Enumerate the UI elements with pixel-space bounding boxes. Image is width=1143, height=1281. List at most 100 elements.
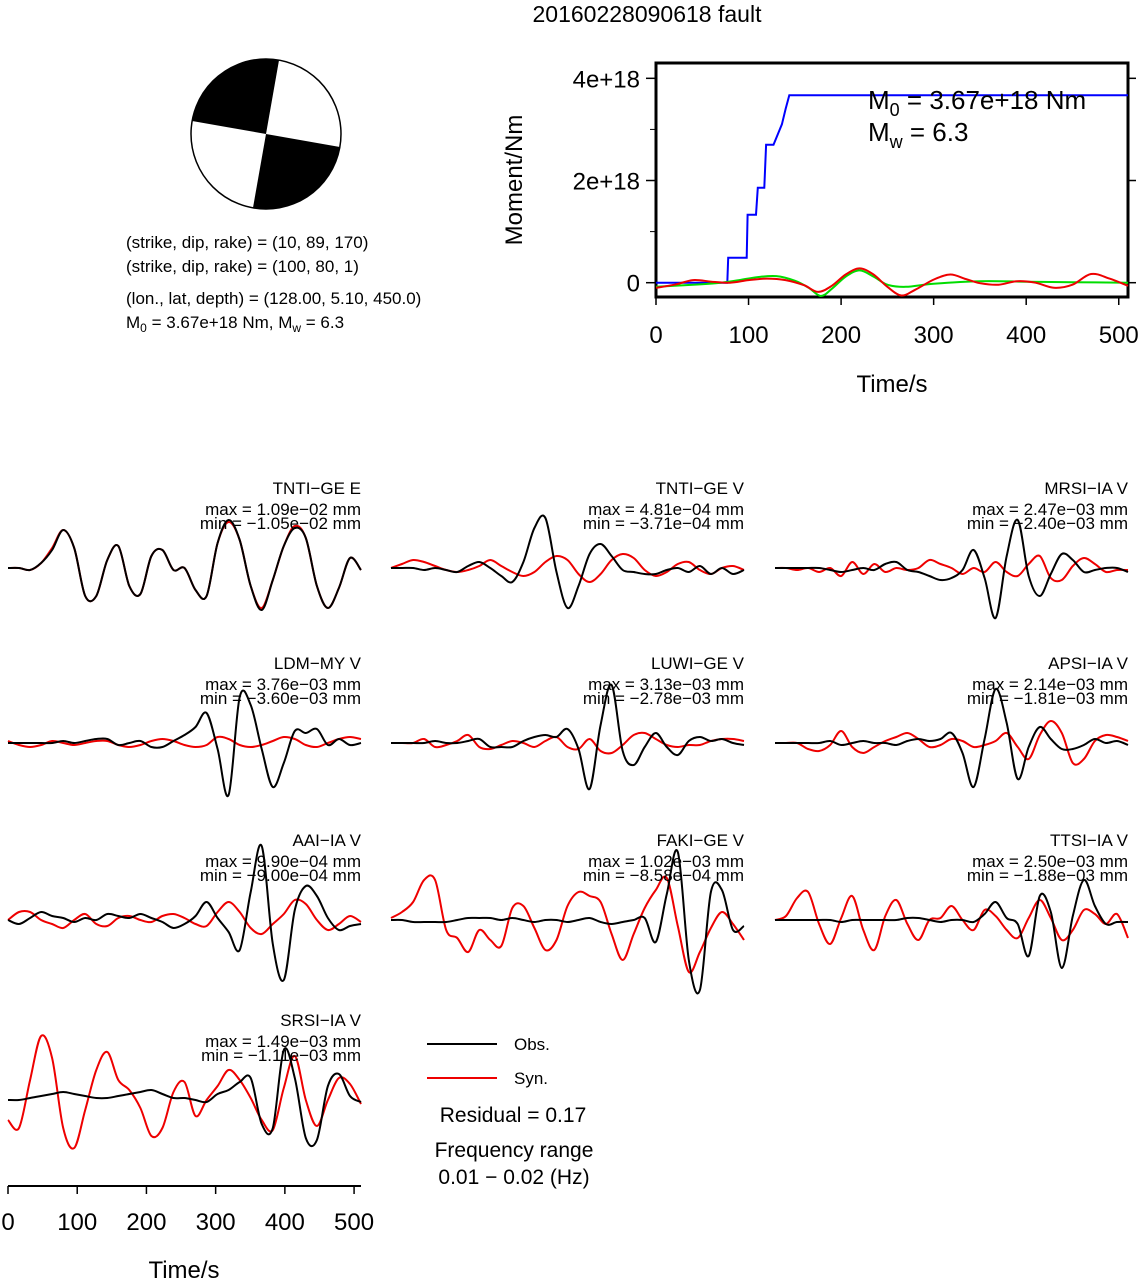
station-name: TNTI−GE V bbox=[656, 479, 745, 498]
moment-x-tick-label: 500 bbox=[1099, 322, 1139, 349]
station-max: max = 2.47e−03 mm bbox=[972, 500, 1128, 519]
synthetic-waveform bbox=[7, 735, 362, 749]
observed-waveform bbox=[7, 1047, 362, 1148]
moment-xlabel: Time/s bbox=[856, 371, 927, 398]
station-min: min = −2.40e−03 mm bbox=[967, 514, 1128, 533]
station-min: min = −1.81e−03 mm bbox=[967, 689, 1128, 708]
station-max: max = 1.02e−03 mm bbox=[588, 852, 744, 871]
waveform-xlabel: Time/s bbox=[148, 1257, 219, 1281]
station-max: max = 1.49e−03 mm bbox=[205, 1032, 361, 1051]
moment-ylabel: Moment/Nm bbox=[501, 115, 528, 246]
waveform-x-tick-label: 200 bbox=[126, 1209, 166, 1236]
station-min: min = −1.11e−03 mm bbox=[201, 1046, 361, 1065]
waveform-x-tick-label: 0 bbox=[1, 1209, 14, 1236]
station-min: min = −1.05e−02 mm bbox=[200, 514, 361, 533]
synthetic-waveform bbox=[7, 898, 362, 936]
observed-waveform bbox=[390, 849, 745, 995]
station-name: LDM−MY V bbox=[274, 654, 362, 673]
moment-x-tick-label: 0 bbox=[649, 322, 662, 349]
observed-waveform bbox=[774, 878, 1129, 970]
waveform-x-tick-label: 100 bbox=[57, 1209, 97, 1236]
station-name: APSI−IA V bbox=[1048, 654, 1129, 673]
caption-nodal-plane-1: (strike, dip, rake) = (10, 89, 170) bbox=[126, 233, 368, 252]
observed-waveform bbox=[391, 514, 745, 610]
moment-series-line bbox=[656, 94, 1128, 284]
observed-waveform bbox=[775, 518, 1129, 620]
station-name: FAKI−GE V bbox=[657, 831, 745, 850]
station-min: min = −2.78e−03 mm bbox=[583, 689, 744, 708]
moment-curves bbox=[655, 94, 1129, 297]
observed-waveform bbox=[775, 687, 1129, 789]
station-max: max = 1.09e−02 mm bbox=[205, 500, 361, 519]
synthetic-waveform bbox=[7, 1034, 362, 1150]
caption-nodal-plane-2: (strike, dip, rake) = (100, 80, 1) bbox=[126, 257, 359, 276]
station-min: min = −8.58e−04 mm bbox=[583, 866, 744, 885]
station-min: min = −9.00e−04 mm bbox=[200, 866, 361, 885]
residual-label: Residual = 0.17 bbox=[440, 1104, 587, 1127]
waveform-time-axis: 0 100 200 300 400 500 bbox=[1, 1185, 374, 1236]
moment-x-tick-label: 100 bbox=[729, 322, 769, 349]
station-name: AAI−IA V bbox=[292, 831, 361, 850]
moment-x-tick-label: 400 bbox=[1006, 322, 1046, 349]
station-max: max = 3.13e−03 mm bbox=[588, 675, 744, 694]
waveform-x-tick-label: 400 bbox=[265, 1209, 305, 1236]
moment-y-tick-label: 2e+18 bbox=[573, 169, 640, 196]
moment-x-tick-label: 300 bbox=[914, 322, 954, 349]
legend-syn-label: Syn. bbox=[514, 1069, 548, 1088]
observed-waveform bbox=[391, 683, 745, 791]
synthetic-waveform bbox=[7, 521, 362, 609]
moment-plot: 0 100 200 300 400 500 0 2e+18 4e+18 Moment/Nm T… bbox=[501, 61, 1139, 398]
station-name: TTSI−IA V bbox=[1050, 831, 1129, 850]
station-max: max = 2.50e−03 mm bbox=[972, 852, 1128, 871]
station-min: min = −3.60e−03 mm bbox=[200, 689, 361, 708]
station-max: max = 3.76e−03 mm bbox=[205, 675, 361, 694]
waveform-x-tick-label: 500 bbox=[334, 1209, 374, 1236]
beachball-compression-quadrant bbox=[192, 59, 280, 134]
figure-title: 20160228090618 fault bbox=[533, 1, 763, 27]
station-max: max = 9.90e−04 mm bbox=[205, 852, 361, 871]
moment-series-line bbox=[655, 267, 1129, 297]
moment-x-tick-label: 200 bbox=[821, 322, 861, 349]
legend: Obs. Syn. Residual = 0.17 Frequency rang… bbox=[427, 1035, 593, 1189]
observed-waveform bbox=[8, 689, 362, 798]
caption-location: (lon., lat, depth) = (128.00, 5.10, 450.… bbox=[126, 289, 421, 308]
moment-annotation-m0: M0 = 3.67e+18 Nm bbox=[868, 85, 1086, 120]
beachball-outline bbox=[190, 58, 342, 210]
moment-annotation-mw: Mw = 6.3 bbox=[868, 117, 968, 152]
moment-y-tick-label: 4e+18 bbox=[573, 66, 640, 93]
moment-x-axis: 0 100 200 300 400 500 bbox=[649, 297, 1139, 349]
caption-moment: M0 = 3.67e+18 Nm, Mw = 6.3 bbox=[126, 313, 344, 335]
station-name: LUWI−GE V bbox=[651, 654, 745, 673]
station-name: SRSI−IA V bbox=[280, 1011, 361, 1030]
beachball bbox=[190, 58, 342, 210]
observed-waveform bbox=[7, 843, 362, 983]
synthetic-waveform bbox=[775, 720, 1129, 766]
frequency-range-label: Frequency range bbox=[435, 1139, 594, 1162]
station-name: TNTI−GE E bbox=[273, 479, 361, 498]
station-max: max = 2.14e−03 mm bbox=[972, 675, 1128, 694]
beachball-caption: (strike, dip, rake) = (10, 89, 170) (str… bbox=[126, 233, 421, 335]
beachball-compression-quadrant bbox=[252, 134, 340, 209]
station-name: MRSI−IA V bbox=[1044, 479, 1128, 498]
moment-y-tick-label: 0 bbox=[627, 271, 640, 298]
synthetic-waveform bbox=[390, 552, 745, 584]
observed-waveform bbox=[7, 519, 362, 611]
synthetic-waveform bbox=[390, 874, 745, 974]
legend-obs-label: Obs. bbox=[514, 1035, 550, 1054]
frequency-range-value: 0.01 − 0.02 (Hz) bbox=[438, 1166, 589, 1189]
waveform-x-tick-label: 300 bbox=[196, 1209, 236, 1236]
station-min: min = −1.88e−03 mm bbox=[967, 866, 1128, 885]
moment-y-axis: 0 2e+18 4e+18 bbox=[573, 66, 1136, 298]
